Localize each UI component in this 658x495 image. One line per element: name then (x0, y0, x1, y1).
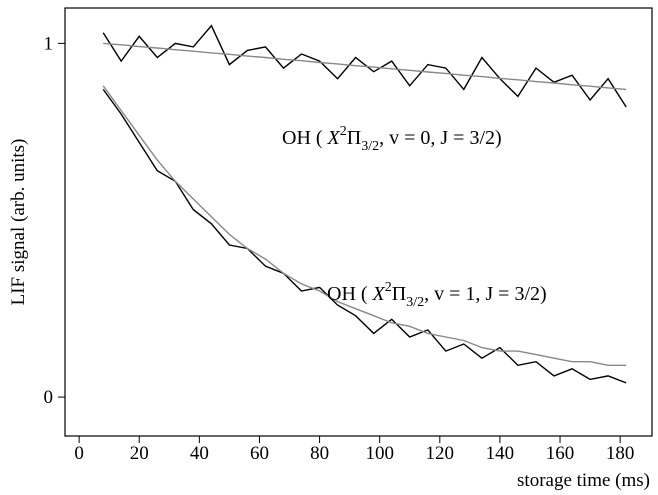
annotation-sub: 3/2 (406, 295, 424, 310)
annotation-sup: 2 (340, 124, 347, 139)
annotation-sup: 2 (385, 280, 392, 295)
x-tick-label: 180 (606, 443, 635, 464)
series-line (102, 85, 627, 366)
x-tick-label: 80 (310, 443, 329, 464)
annotation-main: Π (347, 127, 361, 149)
annotation-suffix: , v = 1, J = 3/2) (424, 283, 547, 305)
series-line (102, 88, 627, 384)
series-line (102, 24, 627, 108)
plot-frame (64, 7, 653, 437)
x-tick-label: 40 (190, 443, 209, 464)
x-tick-label: 160 (546, 443, 575, 464)
y-tick-label: 0 (44, 387, 54, 408)
x-tick-label: 140 (486, 443, 515, 464)
annotation-symbol: X (372, 283, 386, 305)
annotation-suffix: , v = 0, J = 3/2) (379, 127, 502, 149)
x-tick-label: 100 (365, 443, 394, 464)
x-tick-label: 0 (74, 443, 84, 464)
y-tick-label: 1 (44, 33, 54, 54)
x-tick-label: 20 (130, 443, 149, 464)
annotation-symbol: X (327, 127, 341, 149)
annotation-main: Π (392, 283, 406, 305)
y-axis-label: LIF signal (arb. units) (8, 139, 29, 306)
annotation: OH ( X2Π3/2, v = 1, J = 3/2) (327, 280, 547, 310)
annotation-sub: 3/2 (361, 139, 379, 154)
annotation: OH ( X2Π3/2, v = 0, J = 3/2) (282, 124, 502, 154)
x-tick-label: 120 (426, 443, 455, 464)
x-tick-label: 60 (250, 443, 269, 464)
annotation-prefix: OH ( (327, 283, 373, 305)
annotation-prefix: OH ( (282, 127, 328, 149)
x-axis-label: storage time (ms) (517, 470, 650, 491)
series-line (103, 42, 627, 91)
